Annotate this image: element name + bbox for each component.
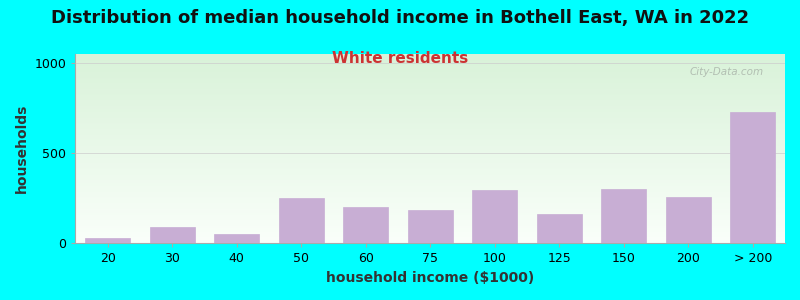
Bar — [537, 214, 582, 243]
Bar — [408, 210, 453, 243]
Bar — [666, 197, 711, 243]
X-axis label: household income ($1000): household income ($1000) — [326, 271, 534, 285]
Bar — [278, 198, 324, 243]
Text: White residents: White residents — [332, 51, 468, 66]
Bar — [472, 190, 518, 243]
Bar — [730, 112, 775, 243]
Y-axis label: households: households — [15, 104, 29, 194]
Bar — [601, 189, 646, 243]
Bar — [214, 234, 259, 243]
Text: City-Data.com: City-Data.com — [690, 67, 764, 77]
Bar — [343, 207, 388, 243]
Bar — [85, 238, 130, 243]
Text: Distribution of median household income in Bothell East, WA in 2022: Distribution of median household income … — [51, 9, 749, 27]
Bar — [150, 227, 194, 243]
